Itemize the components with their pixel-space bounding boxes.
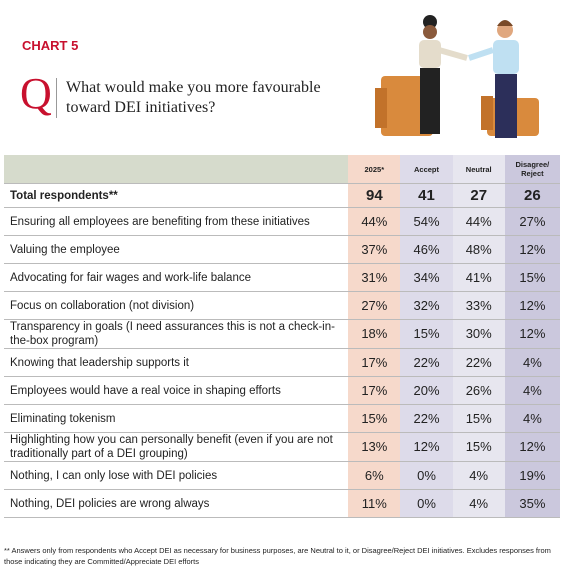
table-row: Eliminating tokenism 15% 22% 15% 4% (4, 404, 560, 433)
cell-value: 17% (348, 376, 401, 405)
cell-value: 17% (348, 348, 401, 377)
row-label: Transparency in goals (I need assurances… (4, 319, 349, 349)
cell-value: 22% (400, 348, 453, 377)
table-row: Total respondents** 94 41 27 26 (4, 183, 560, 208)
table-row: Ensuring all employees are benefiting fr… (4, 207, 560, 236)
cell-value: 11% (348, 489, 401, 518)
cell-value: 22% (452, 348, 505, 377)
header-cell (4, 155, 349, 184)
table-row: Focus on collaboration (not division) 27%… (4, 291, 560, 320)
cell-value: 94 (348, 183, 401, 208)
table-row: Valuing the employee 37% 46% 48% 12% (4, 235, 560, 264)
table-row: Highlighting how you can personally bene… (4, 432, 560, 462)
row-label: Nothing, I can only lose with DEI polici… (4, 461, 349, 490)
cell-value: 48% (452, 235, 505, 264)
cell-value: 12% (400, 432, 453, 462)
row-label: Highlighting how you can personally bene… (4, 432, 349, 462)
cell-value: 44% (348, 207, 401, 236)
column-header: Accept (400, 155, 453, 184)
cell-value: 15% (348, 404, 401, 433)
cell-value: 30% (452, 319, 505, 349)
cell-value: 12% (504, 291, 560, 320)
cell-value: 54% (400, 207, 453, 236)
cell-value: 4% (504, 404, 560, 433)
cell-value: 4% (452, 461, 505, 490)
cell-value: 0% (400, 489, 453, 518)
cell-value: 0% (400, 461, 453, 490)
cell-value: 27% (504, 207, 560, 236)
row-label: Total respondents** (4, 183, 349, 208)
row-label: Knowing that leadership supports it (4, 348, 349, 377)
cell-value: 18% (348, 319, 401, 349)
cell-value: 12% (504, 319, 560, 349)
cell-value: 41% (452, 263, 505, 292)
q-mark: Q (20, 69, 52, 118)
column-header: Disagree/ Reject (504, 155, 560, 184)
table-row: Advocating for fair wages and work-life … (4, 263, 560, 292)
cell-value: 31% (348, 263, 401, 292)
cell-value: 15% (452, 432, 505, 462)
row-label: Focus on collaboration (not division) (4, 291, 349, 320)
cell-value: 4% (504, 348, 560, 377)
row-label: Ensuring all employees are benefiting fr… (4, 207, 349, 236)
table-row: Knowing that leadership supports it 17% 22… (4, 348, 560, 377)
column-header: 2025* (348, 155, 401, 184)
cell-value: 19% (504, 461, 560, 490)
data-table: 2025* Accept Neutral Disagree/ Reject Total … (4, 155, 560, 518)
cell-value: 6% (348, 461, 401, 490)
cell-value: 12% (504, 235, 560, 264)
cell-value: 32% (400, 291, 453, 320)
cell-value: 15% (452, 404, 505, 433)
row-label: Advocating for fair wages and work-life … (4, 263, 349, 292)
cell-value: 12% (504, 432, 560, 462)
table-row: Nothing, I can only lose with DEI polici… (4, 461, 560, 490)
row-label: Employees would have a real voice in sha… (4, 376, 349, 405)
divider (56, 78, 57, 118)
table-row: Transparency in goals (I need assurances… (4, 319, 560, 349)
column-header: Neutral (452, 155, 505, 184)
cell-value: 33% (452, 291, 505, 320)
cell-value: 26% (452, 376, 505, 405)
illustration (375, 15, 539, 138)
footnote: ** Answers only from respondents who Acc… (4, 546, 551, 566)
cell-value: 44% (452, 207, 505, 236)
cell-value: 20% (400, 376, 453, 405)
cell-value: 37% (348, 235, 401, 264)
cell-value: 22% (400, 404, 453, 433)
cell-value: 4% (504, 376, 560, 405)
cell-value: 34% (400, 263, 453, 292)
cell-value: 26 (504, 183, 560, 208)
row-label: Eliminating tokenism (4, 404, 349, 433)
table-row: Nothing, DEI policies are wrong always 11… (4, 489, 560, 518)
cell-value: 13% (348, 432, 401, 462)
row-label: Valuing the employee (4, 235, 349, 264)
cell-value: 46% (400, 235, 453, 264)
cell-value: 15% (504, 263, 560, 292)
cell-value: 41 (400, 183, 453, 208)
cell-value: 4% (452, 489, 505, 518)
cell-value: 27 (452, 183, 505, 208)
table-row: Employees would have a real voice in sha… (4, 376, 560, 405)
cell-value: 27% (348, 291, 401, 320)
cell-value: 35% (504, 489, 560, 518)
cell-value: 15% (400, 319, 453, 349)
chart-label: CHART 5 (22, 38, 79, 53)
question: What would make you more favourable towa… (66, 79, 321, 116)
row-label: Nothing, DEI policies are wrong always (4, 489, 349, 518)
